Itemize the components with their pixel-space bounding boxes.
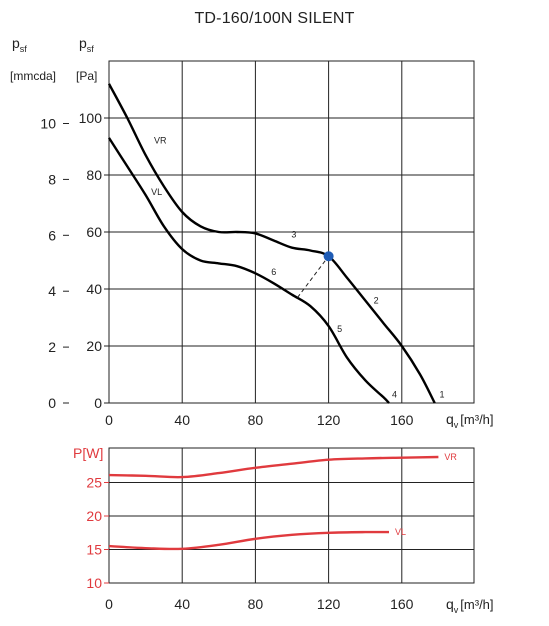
pa-tick-label: 20 — [86, 338, 102, 354]
mmcda-tick-label: 8 — [48, 171, 56, 187]
pa-tick-label: 60 — [86, 224, 102, 240]
pa-tick-label: 100 — [79, 110, 103, 126]
curve-annotation: 2 — [374, 295, 379, 305]
power-curve-label: VL — [395, 527, 406, 537]
pa-axis-unit: [Pa] — [76, 69, 97, 83]
curve-annotation: 4 — [392, 389, 397, 399]
mmcda-tick-label: 2 — [48, 339, 56, 355]
pressure-chart-grid — [108, 60, 475, 404]
bottom-x-tick-label: 40 — [174, 596, 190, 612]
mmcda-tick-label: 4 — [48, 283, 56, 299]
svg-text:qv[m³/h]: qv [m³/h] — [446, 411, 494, 430]
top-x-tick-label: 120 — [317, 412, 341, 428]
top-x-tick-label: 40 — [174, 412, 190, 428]
bottom-x-tick-label: 120 — [317, 596, 341, 612]
pa-tick-label: 0 — [94, 395, 102, 411]
left-axis-label-main: p — [12, 35, 20, 51]
top-x-axis-label: qv [m³/h] — [446, 411, 494, 430]
curve-annotation: 6 — [271, 267, 276, 277]
power-chart-grid — [108, 447, 475, 584]
top-x-label-main: q — [446, 411, 454, 427]
bottom-x-label-main: q — [446, 596, 454, 612]
svg-text:psf: psf — [79, 35, 94, 54]
pa-axis-label-sub: sf — [87, 44, 95, 54]
mmcda-tick-label: 10 — [40, 116, 56, 132]
curve-annotation: VL — [151, 187, 162, 197]
pressure-chart-annotations: VR VL 1 2 3 4 5 6 — [151, 136, 444, 400]
pa-tick-label: 40 — [86, 281, 102, 297]
power-tick-label: 10 — [86, 575, 102, 591]
left-axis-label: psf [mmcda] — [10, 35, 56, 83]
curve-annotation: 5 — [337, 324, 342, 334]
chart-title: TD-160/100N SILENT — [194, 10, 355, 27]
top-x-tick-label: 160 — [390, 412, 414, 428]
curve-annotation: 3 — [291, 230, 296, 240]
pressure-curve-vl — [107, 137, 390, 404]
svg-text:psf: psf — [12, 35, 27, 54]
left-axis-unit: [mmcda] — [10, 69, 56, 83]
pressure-chart-series — [107, 83, 436, 404]
power-axis-label: P[W] — [73, 445, 103, 461]
power-chart-series: VR VL — [108, 452, 457, 551]
bottom-x-tick-label: 80 — [248, 596, 264, 612]
bottom-x-axis-label: qv [m³/h] — [446, 596, 494, 615]
pa-tick-label: 80 — [86, 167, 102, 183]
power-chart-ticks: 10 15 20 25 0 40 80 120 160 — [86, 475, 413, 613]
power-tick-label: 15 — [86, 542, 102, 558]
top-x-tick-label: 0 — [105, 412, 113, 428]
power-curve-vl — [108, 530, 390, 551]
power-tick-label: 20 — [86, 508, 102, 524]
left-axis-label-sub: sf — [20, 44, 28, 54]
bottom-x-tick-label: 160 — [390, 596, 414, 612]
mmcda-tick-label: 0 — [48, 395, 56, 411]
mmcda-tick-label: 6 — [48, 227, 56, 243]
system-line-dashed — [297, 255, 329, 298]
svg-text:qv[m³/h]: qv [m³/h] — [446, 596, 494, 615]
operating-point — [323, 251, 334, 262]
pressure-curve-vr — [107, 83, 436, 404]
bottom-x-tick-label: 0 — [105, 596, 113, 612]
power-curve-vr — [108, 455, 439, 479]
curve-annotation: 1 — [440, 389, 445, 399]
power-curve-label: VR — [444, 452, 457, 462]
curve-annotation: VR — [154, 136, 167, 146]
top-x-tick-label: 80 — [248, 412, 264, 428]
pa-axis-label-main: p — [79, 35, 87, 51]
pa-axis-label: psf [Pa] — [76, 35, 97, 83]
power-tick-label: 25 — [86, 475, 102, 491]
